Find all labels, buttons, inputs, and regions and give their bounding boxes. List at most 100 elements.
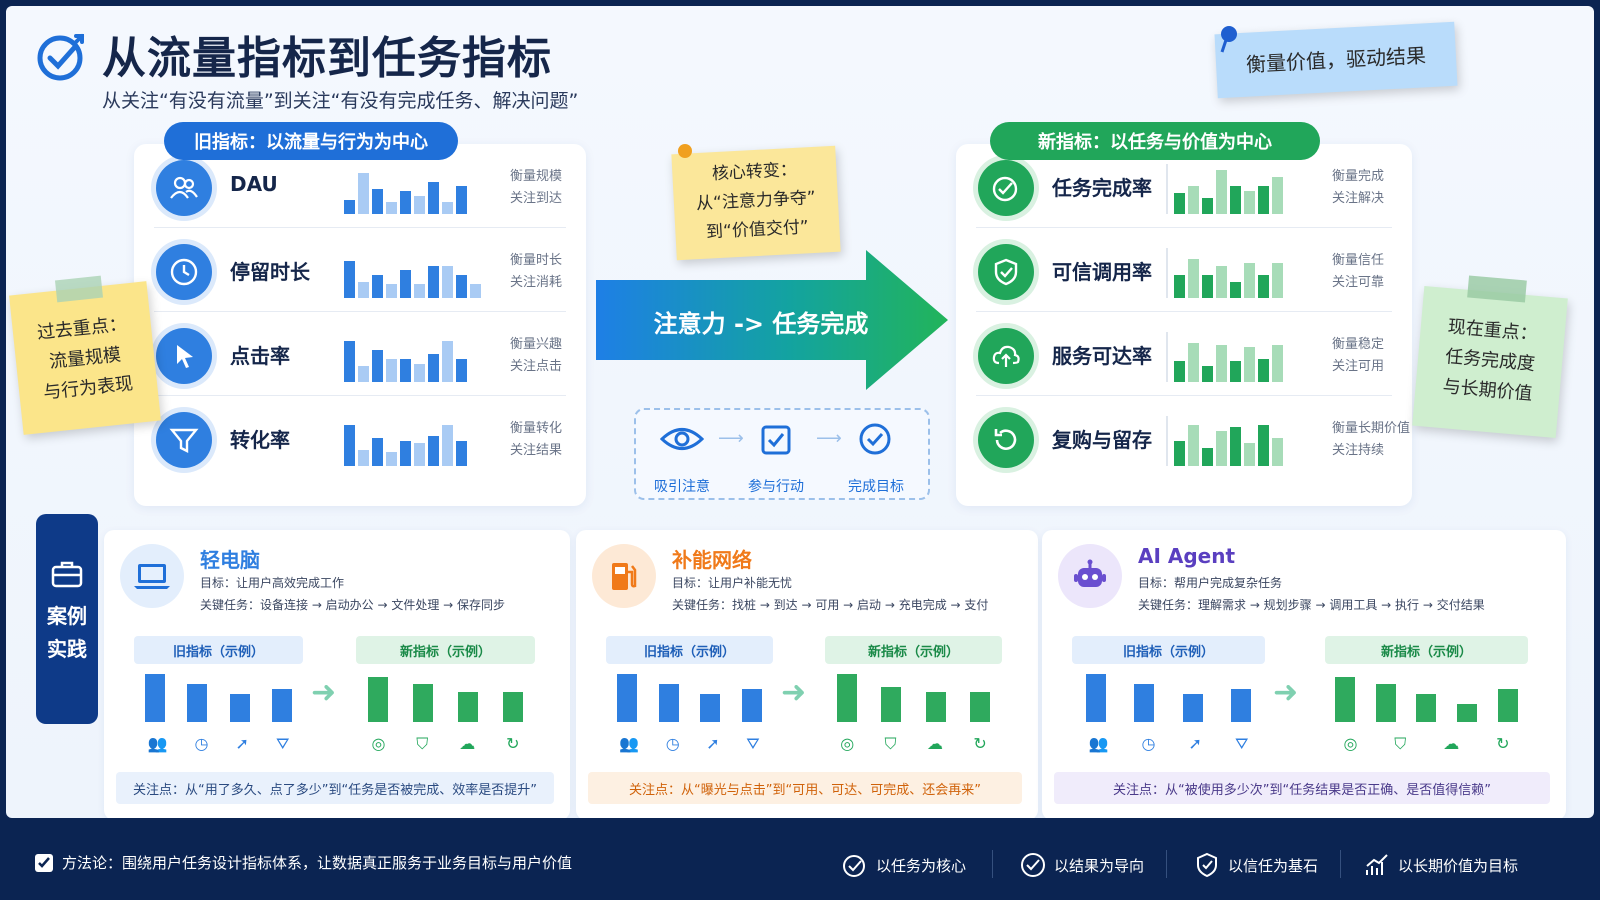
checkbox-icon [35, 853, 53, 872]
case-new-icons: ◎ ⛉ ☁ ↻ [356, 734, 535, 754]
metric-bar [456, 359, 467, 382]
old-metrics-label: 旧指标：以流量与行为为中心 [164, 122, 458, 160]
users-icon [156, 160, 212, 216]
metric-bar [1202, 275, 1213, 298]
metric-desc: 衡量兴趣 关注点击 [510, 334, 562, 378]
footer-method-text: 方法论：围绕用户任务设计指标体系，让数据真正服务于业务目标与用户价值 [62, 854, 573, 872]
case-old-bar [271, 689, 292, 722]
case-goal: 目标：帮用户完成复杂任务 [1138, 576, 1283, 590]
case-title: AI Agent [1138, 544, 1236, 568]
metric-bar [1188, 259, 1199, 298]
metric-bar [1216, 431, 1227, 466]
metric-desc: 衡量完成 关注解决 [1332, 166, 1384, 210]
case-old-icons: 👥 ◷ ➚ ⛛ [1072, 734, 1265, 754]
flow-step: 吸引注意 [654, 479, 710, 495]
checkbox-icon [761, 425, 791, 455]
metric-sparkbars [344, 332, 494, 382]
metric-row: 复购与留存 衡量长期价值 关注持续 [956, 396, 1412, 480]
metric-bar [1188, 425, 1199, 466]
laptop-icon [120, 544, 184, 608]
shield-check-icon: ⛉ [416, 734, 429, 753]
metric-bar [400, 270, 411, 298]
page-title: 从流量指标到任务指标 [102, 33, 552, 84]
case-new-bar [502, 692, 523, 722]
shield-check-icon [1197, 852, 1217, 878]
case-title: 补能网络 [672, 548, 752, 572]
case-new-bar [1375, 684, 1396, 722]
case-label-line: 案例 [47, 604, 87, 628]
case-card: 轻电脑 目标：让用户高效完成工作 关键任务：设备连接 → 启动办公 → 文件处理… [104, 530, 570, 818]
growth-chart-icon [1366, 854, 1388, 875]
metric-name: 停留时长 [230, 260, 310, 284]
case-old-bar [616, 674, 637, 722]
metric-bar [358, 173, 369, 214]
metric-bar [344, 425, 355, 466]
metric-bar [372, 350, 383, 382]
case-new-bar [1335, 677, 1356, 722]
metric-row: DAU 衡量规模 关注到达 [134, 144, 586, 228]
cursor-icon: ➚ [1188, 734, 1202, 753]
shield-check-icon [978, 244, 1034, 300]
metric-bar [1244, 191, 1255, 214]
metric-bar [456, 186, 467, 214]
metric-desc-line: 衡量转化 [510, 421, 563, 436]
metric-desc-line: 关注消耗 [510, 275, 563, 290]
flow-arrow: ⟶ [718, 428, 744, 449]
footer-method: 方法论：围绕用户任务设计指标体系，让数据真正服务于业务目标与用户价值 [34, 852, 572, 873]
metric-bar [1258, 186, 1269, 214]
cloud-upload-icon: ☁ [459, 734, 476, 753]
footer-item: 以结果为导向 [1020, 852, 1144, 878]
divider [154, 311, 566, 312]
metric-desc-line: 衡量规模 [510, 169, 563, 184]
metric-bar [1230, 186, 1241, 214]
flow-step: 完成目标 [848, 479, 904, 495]
cursor-icon: ➚ [235, 734, 249, 753]
flow-step: 参与行动 [748, 479, 804, 495]
clock-icon [156, 244, 212, 300]
footer-item-text: 以任务为核心 [876, 856, 967, 875]
old-metrics-panel: DAU 衡量规模 关注到达 停留时长 衡量时长 关注消耗 点击率 衡量兴趣 关注… [134, 144, 586, 506]
metric-bar [442, 202, 453, 214]
metric-bar [428, 182, 439, 214]
metric-sparkbars [1166, 416, 1316, 466]
metric-bar [1230, 361, 1241, 382]
flow-arrow: ⟶ [816, 428, 842, 449]
metric-bar [358, 282, 369, 298]
metric-bar [386, 202, 397, 214]
metric-bar [1272, 263, 1283, 298]
metric-desc: 衡量规模 关注到达 [510, 166, 562, 210]
cursor-icon: ➚ [706, 734, 720, 753]
cloud-upload-icon: ☁ [1443, 734, 1460, 753]
target-check-icon: ◎ [840, 734, 855, 753]
metric-row: 任务完成率 衡量完成 关注解决 [956, 144, 1412, 228]
case-tasks: 关键任务：理解需求 → 规划步骤 → 调用工具 → 执行 → 交付结果 [1138, 598, 1485, 612]
metric-bar [344, 261, 355, 298]
case-label-line: 实践 [47, 637, 87, 661]
metric-bar [1188, 186, 1199, 214]
metric-sparkbars [1166, 248, 1316, 298]
metric-bar [1188, 343, 1199, 382]
metric-bar [400, 441, 411, 466]
metric-desc-line: 衡量稳定 [1332, 337, 1385, 352]
case-new-bar [1416, 694, 1437, 722]
case-new-bars [1325, 670, 1528, 722]
case-tasks: 关键任务：设备连接 → 启动办公 → 文件处理 → 保存同步 [200, 598, 506, 612]
refresh-icon: ↻ [973, 734, 987, 753]
case-old-label: 旧指标（示例） [1072, 636, 1265, 664]
case-new-bar [881, 687, 902, 722]
metric-bar [1230, 282, 1241, 298]
case-old-bar [658, 684, 679, 722]
metric-name: 可信调用率 [1052, 260, 1152, 284]
sticky-note-right: 现在重点： 任务完成度 与长期价值 [1412, 285, 1568, 439]
metric-row: 停留时长 衡量时长 关注消耗 [134, 228, 586, 312]
metric-bar [1202, 198, 1213, 214]
case-new-bar [969, 692, 990, 722]
case-focus: 关注点：从“用了多久、点了多少”到“任务是否被完成、效率是否提升” [116, 772, 554, 804]
metric-bar [386, 359, 397, 382]
metric-sparkbars [344, 164, 494, 214]
metric-bar [1216, 170, 1227, 214]
refresh-icon [978, 412, 1034, 468]
cloud-upload-icon [978, 328, 1034, 384]
target-check-icon [978, 160, 1034, 216]
case-goal: 目标：让用户高效完成工作 [200, 576, 345, 590]
